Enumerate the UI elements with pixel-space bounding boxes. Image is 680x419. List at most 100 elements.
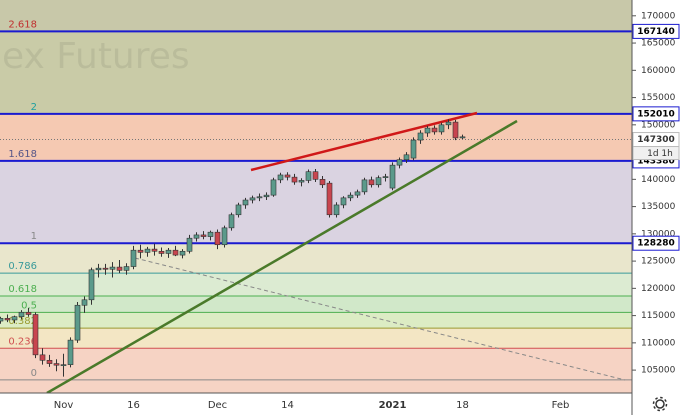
x-tick-label: 18 <box>456 400 469 411</box>
candle-body <box>109 266 116 270</box>
fib-label: 2 <box>31 102 37 113</box>
candle-body <box>102 267 109 270</box>
candle-body <box>130 249 137 267</box>
x-tick-label: Feb <box>552 400 570 411</box>
candle-body <box>382 176 389 178</box>
candle-body <box>256 196 263 199</box>
candle-body <box>424 127 431 134</box>
y-tick-label: 125000 <box>641 257 676 267</box>
candle-body <box>431 127 438 133</box>
countdown-box <box>632 146 680 161</box>
x-tick-label: Nov <box>54 400 74 411</box>
candle-body <box>116 266 123 271</box>
candle-body <box>228 214 235 229</box>
candle-body <box>312 171 319 180</box>
fib-zone <box>0 328 632 349</box>
candle-body <box>403 154 410 161</box>
x-tick-label: 14 <box>281 400 294 411</box>
time-axis <box>0 393 632 415</box>
candle-body <box>368 179 375 186</box>
candle-body <box>291 176 298 183</box>
candle-body <box>249 197 256 201</box>
fib-zone <box>0 0 632 32</box>
fib-zone <box>0 273 632 296</box>
candle-body <box>200 234 207 237</box>
candle-body <box>340 197 347 206</box>
price-line-label: 167140 <box>637 27 675 37</box>
y-tick-label: 135000 <box>641 202 676 212</box>
fib-zone <box>0 31 632 114</box>
y-tick-label: 120000 <box>641 284 676 294</box>
candle-body <box>284 174 291 178</box>
y-tick-label: 165000 <box>641 39 676 49</box>
candle-body <box>319 179 326 186</box>
price-line-label: 152010 <box>637 109 675 119</box>
y-tick-label: 140000 <box>641 175 676 185</box>
support-trendline <box>46 119 518 393</box>
x-tick-label: Dec <box>208 400 227 411</box>
candle-body <box>410 139 417 159</box>
y-tick-label: 130000 <box>641 229 676 239</box>
y-tick-label: 155000 <box>641 93 676 103</box>
candle-body <box>46 359 53 364</box>
candle-body <box>263 194 270 198</box>
candle-body <box>158 250 165 254</box>
candle-body <box>214 231 221 246</box>
candle-body <box>326 182 333 216</box>
y-tick-label: 105000 <box>641 366 676 376</box>
watermark: ex Futures <box>2 36 190 77</box>
price-line-label-box <box>632 23 680 39</box>
candle-body <box>347 194 354 199</box>
candle-body <box>11 316 18 321</box>
candle-body <box>60 364 67 366</box>
fib-label: 0.786 <box>8 261 37 272</box>
fib-label: 2.618 <box>8 19 37 30</box>
candle-body <box>277 174 284 181</box>
fib-label: 0.236 <box>8 336 37 347</box>
candle-body <box>179 250 186 256</box>
settings-icon[interactable] <box>652 396 668 412</box>
candle-body <box>123 266 130 271</box>
candle-body <box>389 164 396 189</box>
candle-body <box>53 363 60 366</box>
fib-zone <box>0 295 632 313</box>
fib-zone <box>0 312 632 329</box>
price-axis <box>632 0 680 415</box>
y-tick-label: 160000 <box>641 66 676 76</box>
price-line-label: 143380 <box>637 156 675 166</box>
candle-body <box>32 314 39 356</box>
dashed-trendline <box>134 257 626 381</box>
candle-body <box>18 312 25 317</box>
countdown: 1d 1h <box>647 149 673 159</box>
candle-body <box>333 204 340 216</box>
candle-body <box>207 231 214 237</box>
y-tick-label: 150000 <box>641 120 676 130</box>
candle-body <box>4 318 11 321</box>
candle-body <box>375 177 382 186</box>
candle-body <box>137 249 144 253</box>
candle-body <box>235 204 242 216</box>
candle-body <box>298 180 305 183</box>
y-tick-label: 170000 <box>641 11 676 21</box>
fib-label: 0 <box>31 368 37 379</box>
price-line-label: 128280 <box>637 239 675 249</box>
x-tick-label: 16 <box>127 400 140 411</box>
fib-label: 1.618 <box>8 149 37 160</box>
candle-body <box>417 132 424 141</box>
candle-body <box>172 249 179 256</box>
candle-body <box>25 312 32 315</box>
x-tick-label: 2021 <box>379 400 407 411</box>
fib-label: 1 <box>31 231 37 242</box>
fib-label: 0.5 <box>21 300 37 311</box>
fib-label: 0.618 <box>8 284 37 295</box>
candle-body <box>242 199 249 206</box>
y-tick-label: 115000 <box>641 311 676 321</box>
candle-body <box>361 179 368 193</box>
candle-body <box>95 267 102 271</box>
candle-body <box>67 339 74 365</box>
candle-body <box>438 124 445 133</box>
candle-body <box>144 248 151 253</box>
fib-zone <box>0 243 632 274</box>
candle-body <box>81 299 88 306</box>
